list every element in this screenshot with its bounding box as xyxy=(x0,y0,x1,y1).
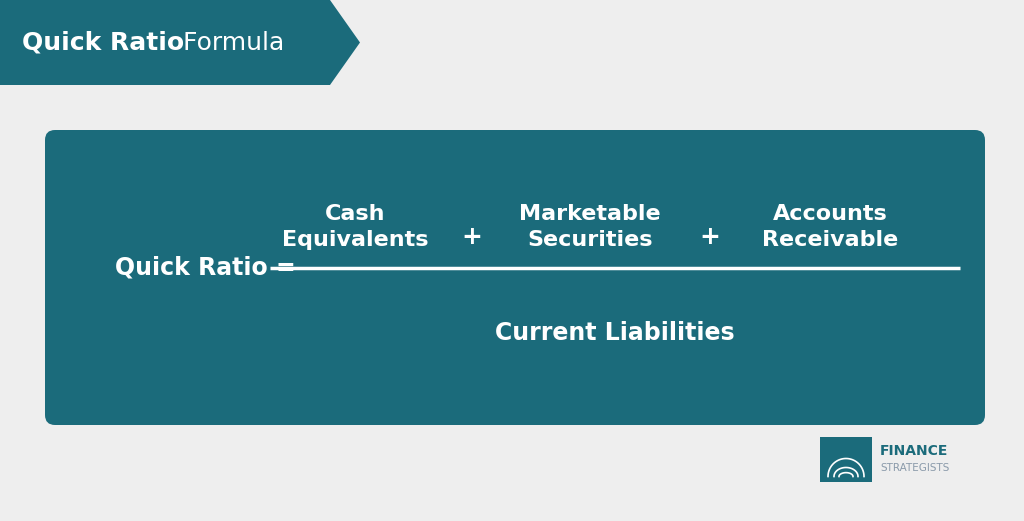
Text: +: + xyxy=(699,226,721,250)
Text: Current Liabilities: Current Liabilities xyxy=(496,320,735,344)
FancyBboxPatch shape xyxy=(45,130,985,425)
Text: +: + xyxy=(462,226,482,250)
FancyBboxPatch shape xyxy=(820,437,872,481)
Text: Accounts
Receivable: Accounts Receivable xyxy=(762,204,898,250)
Text: Quick Ratio =: Quick Ratio = xyxy=(115,255,296,279)
Polygon shape xyxy=(0,0,360,85)
Text: FINANCE: FINANCE xyxy=(880,444,948,458)
Text: Formula: Formula xyxy=(175,31,285,55)
Text: Marketable
Securities: Marketable Securities xyxy=(519,204,660,250)
Text: Cash
Equivalents: Cash Equivalents xyxy=(282,204,428,250)
Text: STRATEGISTS: STRATEGISTS xyxy=(880,463,949,473)
Text: Quick Ratio: Quick Ratio xyxy=(22,31,184,55)
